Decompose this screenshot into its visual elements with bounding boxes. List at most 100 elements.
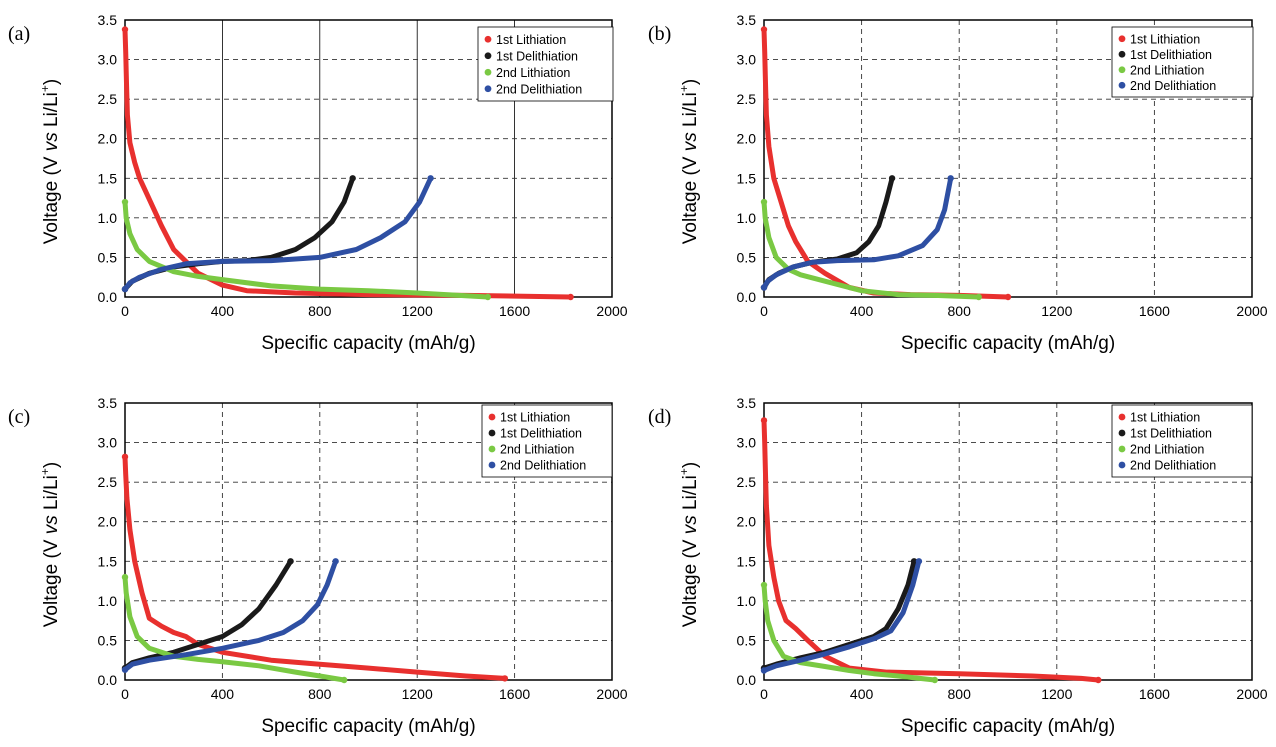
x-tick-label: 400 xyxy=(850,686,874,702)
series-point xyxy=(1095,676,1102,684)
y-axis-label: Voltage (V vs Li/Li+) xyxy=(38,462,62,627)
x-tick-label: 1600 xyxy=(1139,686,1170,702)
legend-label: 2nd Lithiation xyxy=(1130,63,1204,77)
legend: 1st Lithiation 1st Delithiation 2nd Lithia… xyxy=(477,26,614,102)
panel-label: (c) xyxy=(8,406,30,428)
y-tick-label: 3.5 xyxy=(98,12,118,28)
y-tick-label: 1.5 xyxy=(737,170,757,186)
legend-label: 2nd Lithiation xyxy=(1130,443,1204,457)
y-tick-label: 3.5 xyxy=(737,395,757,411)
legend-marker xyxy=(484,85,492,93)
legend-label: 2nd Delithiation xyxy=(1130,459,1216,473)
legend-marker xyxy=(1118,81,1126,89)
legend: 1st Lithiation 1st Delithiation 2nd Lithia… xyxy=(481,404,613,478)
y-tick-label: 2.5 xyxy=(737,474,757,490)
series-point xyxy=(427,175,434,182)
panel-label: (a) xyxy=(8,23,30,45)
series-point xyxy=(760,284,768,291)
y-tick-label: 2.5 xyxy=(98,474,118,490)
series-point xyxy=(910,558,918,565)
y-tick-label: 0.0 xyxy=(98,672,118,688)
x-axis-label: Specific capacity (mAh/g) xyxy=(261,333,475,354)
legend-marker xyxy=(1118,66,1126,74)
legend-label: 2nd Delithiation xyxy=(1130,79,1216,93)
legend-marker xyxy=(1118,429,1126,437)
x-tick-label: 2000 xyxy=(1236,686,1267,702)
y-tick-label: 1.0 xyxy=(737,593,757,609)
legend-box xyxy=(1111,26,1254,98)
series-point xyxy=(947,175,954,182)
x-axis-label: Specific capacity (mAh/g) xyxy=(261,716,475,737)
legend-marker xyxy=(488,445,496,453)
x-tick-label: 2000 xyxy=(596,303,627,319)
series-line xyxy=(122,454,508,681)
x-tick-label: 800 xyxy=(948,686,972,702)
x-tick-label: 800 xyxy=(308,303,332,319)
chart-panel: 0 400 800 1200 1600 2000 0.0 0.5 1.0 1.5 2.0 2.5 3.0… xyxy=(648,395,1268,737)
x-axis-label: Specific capacity (mAh/g) xyxy=(901,333,1115,354)
legend-label: 1st Delithiation xyxy=(1130,427,1212,441)
x-tick-label: 800 xyxy=(308,686,332,702)
legend-marker xyxy=(1118,461,1126,469)
x-tick-label: 800 xyxy=(948,303,972,319)
series-point xyxy=(915,558,923,565)
legend-label: 2nd Delithiation xyxy=(496,82,582,96)
legend-label: 2nd Delithiation xyxy=(500,459,586,473)
series-point xyxy=(888,175,896,182)
series-point xyxy=(340,676,348,684)
y-tick-label: 3.5 xyxy=(737,12,757,28)
y-tick-label: 0.0 xyxy=(98,289,118,305)
legend-box xyxy=(477,26,614,102)
y-tick-label: 0.5 xyxy=(737,249,757,265)
y-axis-label: Voltage (V vs Li/Li+) xyxy=(38,79,62,244)
y-tick-label: 3.0 xyxy=(98,435,118,451)
series-line xyxy=(122,574,347,683)
legend-label: 1st Lithiation xyxy=(500,411,570,425)
series-point xyxy=(121,198,129,206)
series-point xyxy=(484,293,492,301)
legend-marker xyxy=(488,461,496,469)
series-point xyxy=(121,666,129,673)
x-axis-label: Specific capacity (mAh/g) xyxy=(901,716,1115,737)
series-point xyxy=(975,293,982,301)
y-tick-label: 0.5 xyxy=(737,632,757,648)
legend-marker xyxy=(1118,445,1126,453)
legend-label: 2nd Lithiation xyxy=(496,66,570,80)
y-tick-label: 1.0 xyxy=(98,210,118,226)
chart-panel: 0 400 800 1200 1600 2000 0.0 0.5 1.0 1.5 2.0 2.5 3.0… xyxy=(648,12,1268,354)
series-line xyxy=(761,175,954,290)
y-tick-label: 1.5 xyxy=(737,553,757,569)
x-tick-label: 1200 xyxy=(1041,303,1072,319)
series-line xyxy=(761,199,982,300)
series-line xyxy=(761,558,922,673)
series-line xyxy=(122,27,574,300)
series-point xyxy=(121,573,129,581)
series-line xyxy=(122,199,491,300)
series-point xyxy=(349,175,356,182)
y-axis-label: Voltage (V vs Li/Li+) xyxy=(677,79,701,244)
chart-panel: 0 400 800 1200 1600 2000 0.0 0.5 1.0 1.5 2.0 2.5 3.0… xyxy=(8,395,628,737)
x-tick-label: 0 xyxy=(121,686,129,702)
y-tick-label: 1.5 xyxy=(98,170,118,186)
y-axis-label: Voltage (V vs Li/Li+) xyxy=(677,462,701,627)
y-tick-label: 2.0 xyxy=(737,131,757,147)
y-tick-label: 0.0 xyxy=(737,289,757,305)
legend-marker xyxy=(484,52,492,60)
legend-label: 1st Delithiation xyxy=(500,427,582,441)
legend-box xyxy=(481,404,613,478)
legend-marker xyxy=(1118,413,1126,421)
x-tick-label: 0 xyxy=(121,303,129,319)
legend-label: 1st Lithiation xyxy=(496,33,566,47)
y-tick-label: 3.5 xyxy=(98,395,118,411)
y-tick-label: 2.5 xyxy=(98,91,118,107)
legend-marker xyxy=(484,35,492,43)
series-point xyxy=(121,285,129,293)
series-point xyxy=(332,558,339,565)
x-tick-label: 1600 xyxy=(499,686,530,702)
series-line xyxy=(761,417,1101,683)
legend-marker xyxy=(484,68,492,76)
y-tick-label: 3.0 xyxy=(737,52,757,68)
y-tick-label: 2.0 xyxy=(98,131,118,147)
x-tick-label: 400 xyxy=(850,303,874,319)
